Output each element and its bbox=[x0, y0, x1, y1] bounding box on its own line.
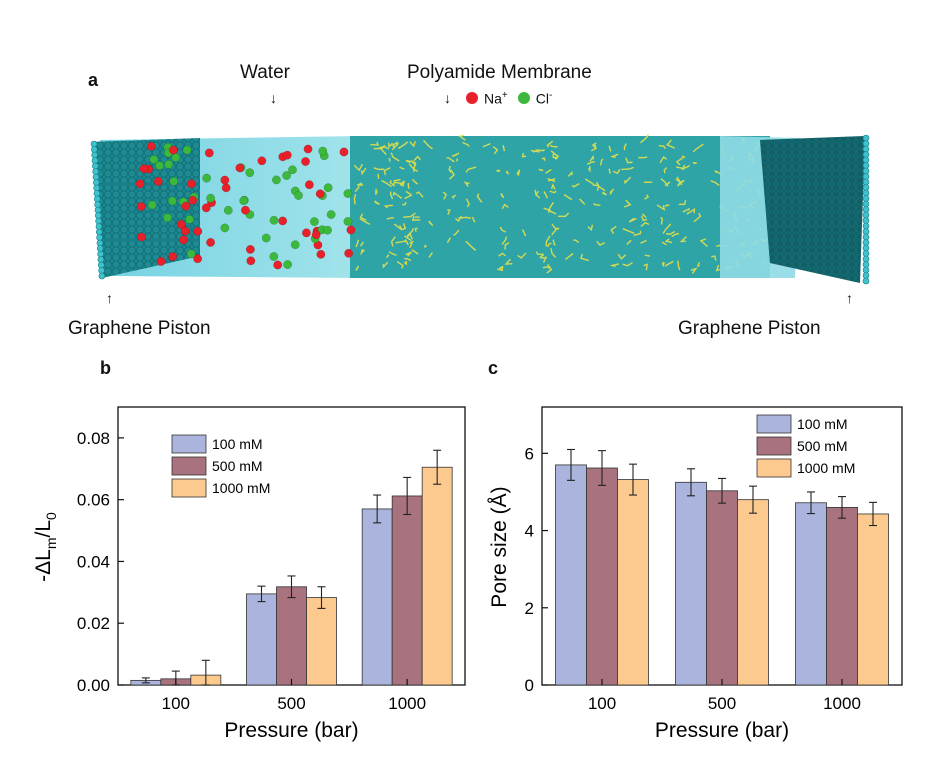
legend-swatch bbox=[171, 434, 207, 454]
right-piston-edge bbox=[862, 134, 870, 285]
legend-swatch bbox=[756, 458, 792, 478]
x-tick-label: 100 bbox=[588, 694, 616, 713]
chart-c: 0 2 4 6 100 500 1000 Pressure (bar) 100 mM 500 mM… bbox=[488, 406, 903, 742]
y-tick-label: 6 bbox=[525, 444, 534, 463]
x-axis-label: Pressure (bar) bbox=[655, 719, 789, 742]
x-tick-label: 500 bbox=[708, 694, 736, 713]
right-piston-arrow-icon: ↑ bbox=[846, 290, 853, 306]
bar bbox=[361, 508, 393, 686]
bar bbox=[421, 466, 453, 686]
bar bbox=[586, 467, 618, 686]
cl-dot-icon bbox=[517, 92, 530, 105]
panel-c-letter: c bbox=[488, 358, 499, 378]
y-axis-label: -ΔLm/L0 bbox=[32, 512, 59, 582]
bar bbox=[555, 464, 587, 686]
legend-swatch bbox=[756, 414, 792, 434]
bar bbox=[617, 479, 649, 686]
bar bbox=[737, 499, 769, 686]
legend-label: 100 mM bbox=[797, 416, 848, 432]
y-tick-label: 0.02 bbox=[77, 614, 110, 633]
legend-label: 500 mM bbox=[797, 438, 848, 454]
ions bbox=[135, 141, 356, 270]
membrane-arrow-icon: ↓ bbox=[444, 90, 451, 106]
membrane-region bbox=[350, 136, 770, 278]
bar bbox=[826, 506, 858, 686]
bar bbox=[706, 490, 738, 686]
bar bbox=[795, 502, 827, 686]
right-piston-label: Graphene Piston bbox=[678, 318, 821, 339]
legend-swatch bbox=[756, 436, 792, 456]
legend-label: 500 mM bbox=[212, 458, 263, 474]
y-tick-label: 0.00 bbox=[77, 676, 110, 695]
legend-swatch bbox=[171, 478, 207, 498]
legend: 100 mM 500 mM 1000 mM bbox=[756, 414, 855, 478]
left-piston-edge bbox=[90, 140, 106, 280]
na-label: Na+ bbox=[484, 90, 508, 107]
y-axis-label: Pore size (Å) bbox=[488, 486, 511, 607]
water-arrow-icon: ↓ bbox=[270, 90, 277, 106]
y-tick-label: 0.06 bbox=[77, 491, 110, 510]
left-piston-label: Graphene Piston bbox=[68, 318, 211, 339]
x-tick-label: 100 bbox=[162, 694, 190, 713]
x-tick-label: 1000 bbox=[388, 694, 426, 713]
bar bbox=[391, 495, 423, 686]
membrane-label: Polyamide Membrane bbox=[407, 62, 592, 83]
legend-label: 100 mM bbox=[212, 436, 263, 452]
legend-label: 1000 mM bbox=[212, 480, 270, 496]
left-piston-arrow-icon: ↑ bbox=[106, 290, 113, 306]
legend-label: 1000 mM bbox=[797, 460, 855, 476]
bar bbox=[675, 481, 707, 686]
legend-swatch bbox=[171, 456, 207, 476]
chart-b: 0.00 0.02 0.04 0.06 0.08 100 500 1000 Pressure (… bbox=[32, 406, 466, 742]
y-tick-label: 4 bbox=[525, 522, 534, 541]
bar bbox=[276, 586, 307, 686]
bar bbox=[857, 513, 889, 686]
x-tick-label: 1000 bbox=[823, 694, 861, 713]
panel-a-letter: a bbox=[88, 70, 99, 90]
bar bbox=[306, 597, 337, 686]
y-tick-label: 2 bbox=[525, 599, 534, 618]
x-axis-label: Pressure (bar) bbox=[224, 719, 358, 742]
y-tick-label: 0.04 bbox=[77, 552, 110, 571]
x-tick-label: 500 bbox=[277, 694, 305, 713]
y-tick-label: 0 bbox=[525, 676, 534, 695]
cl-label: Cl- bbox=[535, 90, 553, 107]
bar bbox=[246, 593, 277, 686]
ion-legend: Na+ Cl- bbox=[466, 90, 552, 107]
simulation-box-illustration bbox=[90, 134, 870, 285]
na-dot-icon bbox=[466, 92, 478, 105]
water-label: Water bbox=[240, 62, 290, 83]
legend: 100 mM 500 mM 1000 mM bbox=[171, 434, 270, 498]
panel-b-letter: b bbox=[100, 358, 111, 378]
y-tick-label: 0.08 bbox=[77, 429, 110, 448]
